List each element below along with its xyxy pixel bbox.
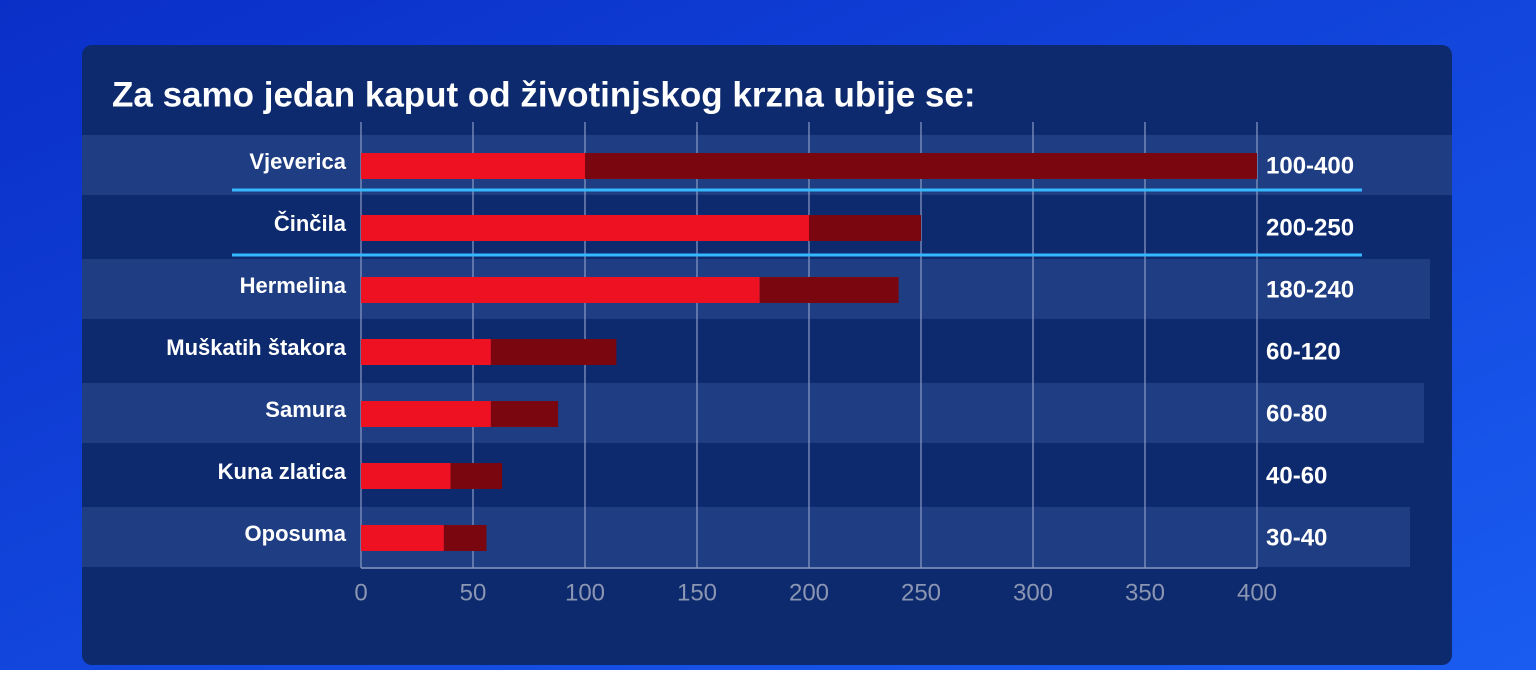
category-label: Hermelina — [240, 273, 347, 298]
x-tick-label: 300 — [1013, 579, 1053, 606]
category-label: Muškatih štakora — [166, 335, 346, 360]
category-label: Samura — [265, 397, 346, 422]
range-label: 200-250 — [1266, 214, 1354, 241]
row-band — [82, 383, 1424, 443]
bar-segment — [490, 339, 617, 365]
chart-title: Za samo jedan kaput od životinjskog krzn… — [112, 75, 976, 114]
range-label: 180-240 — [1266, 276, 1354, 303]
range-label: 40-60 — [1266, 462, 1327, 489]
x-tick-label: 350 — [1125, 579, 1165, 606]
x-tick-label: 250 — [901, 579, 941, 606]
x-tick-label: 400 — [1237, 579, 1277, 606]
bar-segment — [443, 525, 487, 551]
category-label: Kuna zlatica — [218, 459, 347, 484]
range-label: 60-120 — [1266, 338, 1341, 365]
bar-segment — [361, 401, 491, 427]
bar-segment — [361, 339, 491, 365]
x-tick-label: 50 — [460, 579, 487, 606]
category-label: Oposuma — [245, 521, 347, 546]
bar-segment — [490, 401, 559, 427]
x-tick-label: 0 — [354, 579, 367, 606]
range-label: 60-80 — [1266, 400, 1327, 427]
x-tick-label: 100 — [565, 579, 605, 606]
bar-segment — [361, 215, 809, 241]
bar-segment — [361, 525, 444, 551]
x-tick-label: 150 — [677, 579, 717, 606]
bar-segment — [585, 153, 1257, 179]
range-label: 100-400 — [1266, 152, 1354, 179]
x-tick-label: 200 — [789, 579, 829, 606]
category-label: Vjeverica — [249, 149, 346, 174]
category-label: Činčila — [274, 211, 347, 236]
bar-segment — [759, 277, 899, 303]
bar-segment — [450, 463, 503, 489]
bar-segment — [809, 215, 921, 241]
range-label: 30-40 — [1266, 524, 1327, 551]
row-band — [82, 507, 1410, 567]
bar-segment — [361, 463, 451, 489]
bar-segment — [361, 153, 585, 179]
bar-segment — [361, 277, 760, 303]
